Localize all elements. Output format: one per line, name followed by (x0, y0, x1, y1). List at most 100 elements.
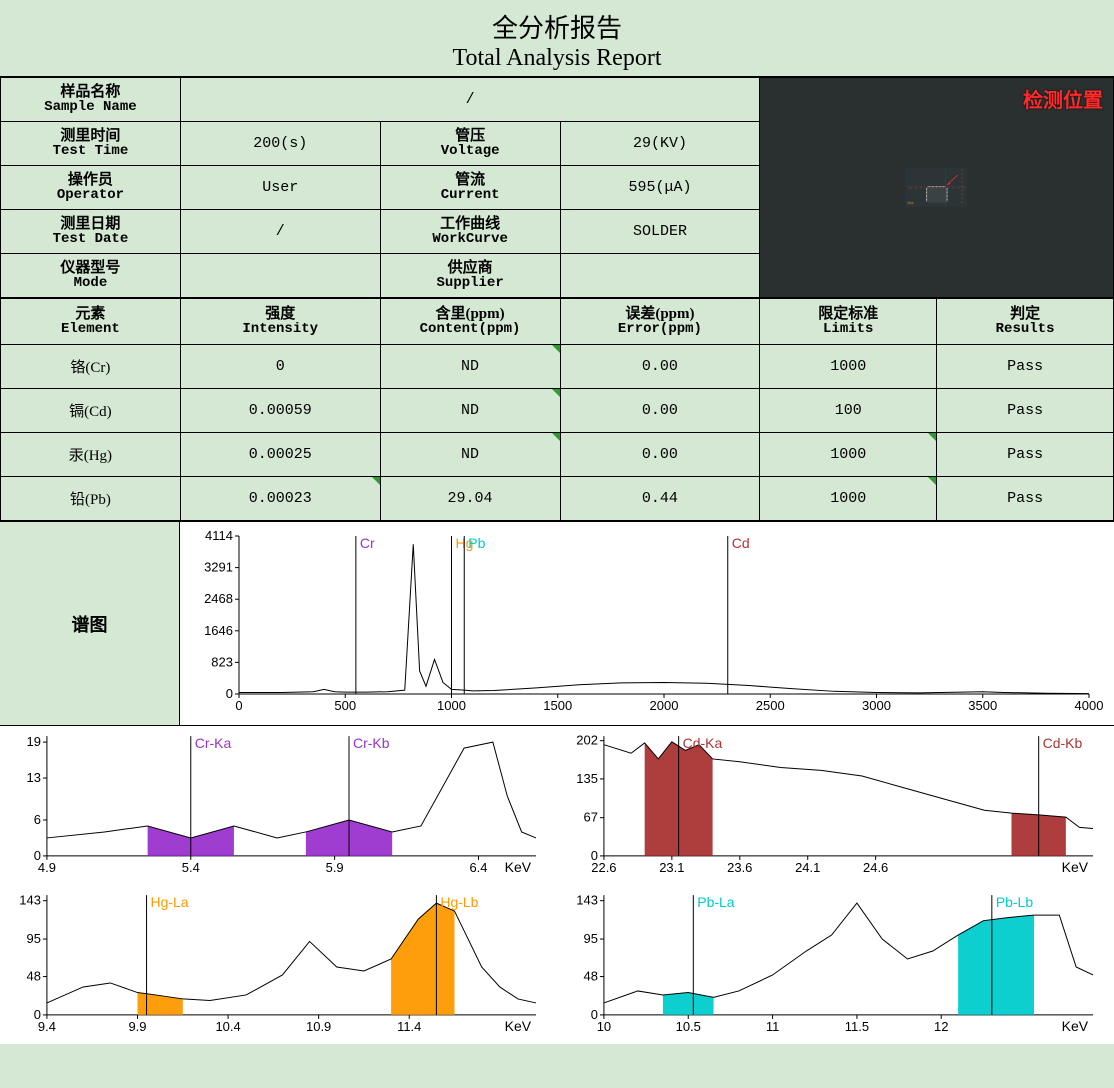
sample-photo: -4.5-3.6-2.7-1.8-0.900.91.82.73.64.5 4.5… (766, 168, 1107, 207)
col-error: 误差(ppm)Error(ppm) (560, 299, 760, 345)
svg-text:11.4: 11.4 (397, 1019, 421, 1034)
svg-text:0: 0 (226, 686, 233, 701)
table-row: 镉(Cd)0.00059ND0.00100Pass (1, 389, 1114, 433)
svg-text:23.1: 23.1 (659, 860, 684, 875)
svg-text:12: 12 (934, 1019, 948, 1034)
val-voltage: 29(KV) (560, 122, 760, 166)
svg-text:11: 11 (766, 1019, 779, 1034)
svg-text:4.9: 4.9 (38, 860, 56, 875)
svg-text:19: 19 (26, 734, 40, 749)
svg-text:4000: 4000 (1075, 698, 1104, 713)
table-cell: 0.00023 (180, 477, 380, 521)
svg-text:22.6: 22.6 (591, 860, 616, 875)
hdr-supplier: 供应商Supplier (380, 254, 560, 298)
val-workcurve: SOLDER (560, 210, 760, 254)
sub-chart-2: 048951439.49.910.410.911.4KeVHg-LaHg-Lb (0, 885, 557, 1044)
svg-text:2000: 2000 (650, 698, 679, 713)
svg-text:9.9: 9.9 (128, 1019, 146, 1034)
analysis-report: 全分析报告 Total Analysis Report 样品名称Sample N… (0, 0, 1114, 1044)
table-cell: ND (380, 389, 560, 433)
svg-text:Cr: Cr (360, 535, 375, 551)
svg-text:2468: 2468 (204, 591, 233, 606)
sub-chart-3: 048951431010.51111.512KeVPb-LaPb-Lb (557, 885, 1114, 1044)
svg-text:10.5: 10.5 (676, 1019, 701, 1034)
hdr-instrument: 仪器型号Mode (1, 254, 181, 298)
table-cell: 0 (180, 345, 380, 389)
table-cell: 0.44 (560, 477, 760, 521)
hdr-test-time: 测里时间Test Time (1, 122, 181, 166)
table-cell: 0.00059 (180, 389, 380, 433)
svg-text:3500: 3500 (968, 698, 997, 713)
table-cell: 汞(Hg) (1, 433, 181, 477)
col-limits: 限定标准Limits (760, 299, 937, 345)
svg-text:2500: 2500 (756, 698, 785, 713)
svg-text:Cd-Kb: Cd-Kb (1043, 735, 1083, 751)
svg-text:500: 500 (334, 698, 356, 713)
svg-text:6.4: 6.4 (469, 860, 487, 875)
svg-text:1500: 1500 (543, 698, 572, 713)
detect-pos-label: 检测位置 (1023, 84, 1103, 113)
svg-text:3000: 3000 (862, 698, 891, 713)
svg-text:KeV: KeV (505, 1018, 532, 1034)
val-current: 595(μA) (560, 166, 760, 210)
val-test-date: / (180, 210, 380, 254)
svg-text:5.9: 5.9 (326, 860, 344, 875)
table-cell: 0.00025 (180, 433, 380, 477)
svg-text:1646: 1646 (204, 623, 233, 638)
sub-chart-1: 06713520222.623.123.624.124.6KeVCd-KaCd-… (557, 726, 1114, 885)
svg-text:10.4: 10.4 (215, 1019, 240, 1034)
table-row: 铅(Pb)0.0002329.040.441000Pass (1, 477, 1114, 521)
col-results: 判定Results (937, 299, 1114, 345)
svg-text:823: 823 (211, 654, 233, 669)
report-title: 全分析报告 Total Analysis Report (0, 0, 1114, 77)
sub-chart-0: 0613194.95.45.96.4KeVCr-KaCr-Kb (0, 726, 557, 885)
title-en: Total Analysis Report (0, 45, 1114, 72)
svg-text:3291: 3291 (204, 560, 233, 575)
main-spectrum-row: 谱图 0823164624683291411405001000150020002… (0, 521, 1114, 725)
val-sample-name: / (180, 78, 760, 122)
val-operator: User (180, 166, 380, 210)
table-cell: 铅(Pb) (1, 477, 181, 521)
element-table: 元素Element 强度Intensity 含里(ppm)Content(ppm… (0, 298, 1114, 521)
svg-text:Pb-Lb: Pb-Lb (996, 894, 1034, 910)
svg-text:143: 143 (576, 893, 598, 908)
table-cell: ND (380, 433, 560, 477)
spectrum-label: 谱图 (0, 522, 180, 725)
svg-text:Cd-Ka: Cd-Ka (683, 735, 723, 751)
table-cell: 铬(Cr) (1, 345, 181, 389)
svg-text:Cr-Ka: Cr-Ka (195, 735, 232, 751)
svg-text:48: 48 (583, 969, 597, 984)
svg-text:0: 0 (235, 698, 242, 713)
svg-text:23.6: 23.6 (727, 860, 752, 875)
col-content: 含里(ppm)Content(ppm) (380, 299, 560, 345)
table-cell: Pass (937, 433, 1114, 477)
svg-text:24.1: 24.1 (795, 860, 820, 875)
table-cell: 29.04 (380, 477, 560, 521)
val-instrument (180, 254, 380, 298)
table-row: 汞(Hg)0.00025ND0.001000Pass (1, 433, 1114, 477)
svg-text:Hg-La: Hg-La (151, 894, 189, 910)
val-supplier (560, 254, 760, 298)
val-test-time: 200(s) (180, 122, 380, 166)
svg-text:95: 95 (26, 931, 40, 946)
svg-text:13: 13 (26, 770, 40, 785)
table-cell: 100 (760, 389, 937, 433)
hdr-voltage: 管压Voltage (380, 122, 560, 166)
svg-text:Pb-La: Pb-La (697, 894, 735, 910)
hdr-workcurve: 工作曲线WorkCurve (380, 210, 560, 254)
sub-spectra: 0613194.95.45.96.4KeVCr-KaCr-Kb 06713520… (0, 725, 1114, 1044)
hdr-current: 管流Current (380, 166, 560, 210)
svg-text:KeV: KeV (1062, 859, 1089, 875)
table-cell: Pass (937, 477, 1114, 521)
col-element: 元素Element (1, 299, 181, 345)
detection-image: 检测位置 -4.5- (760, 78, 1114, 298)
table-cell: 1000 (760, 477, 937, 521)
svg-text:202: 202 (576, 733, 598, 748)
svg-text:1000: 1000 (437, 698, 466, 713)
hdr-test-date: 测里日期Test Date (1, 210, 181, 254)
table-cell: ND (380, 345, 560, 389)
svg-text:9.4: 9.4 (38, 1019, 56, 1034)
table-cell: 0.00 (560, 389, 760, 433)
hdr-sample-name: 样品名称Sample Name (1, 78, 181, 122)
svg-text:135: 135 (576, 771, 598, 786)
